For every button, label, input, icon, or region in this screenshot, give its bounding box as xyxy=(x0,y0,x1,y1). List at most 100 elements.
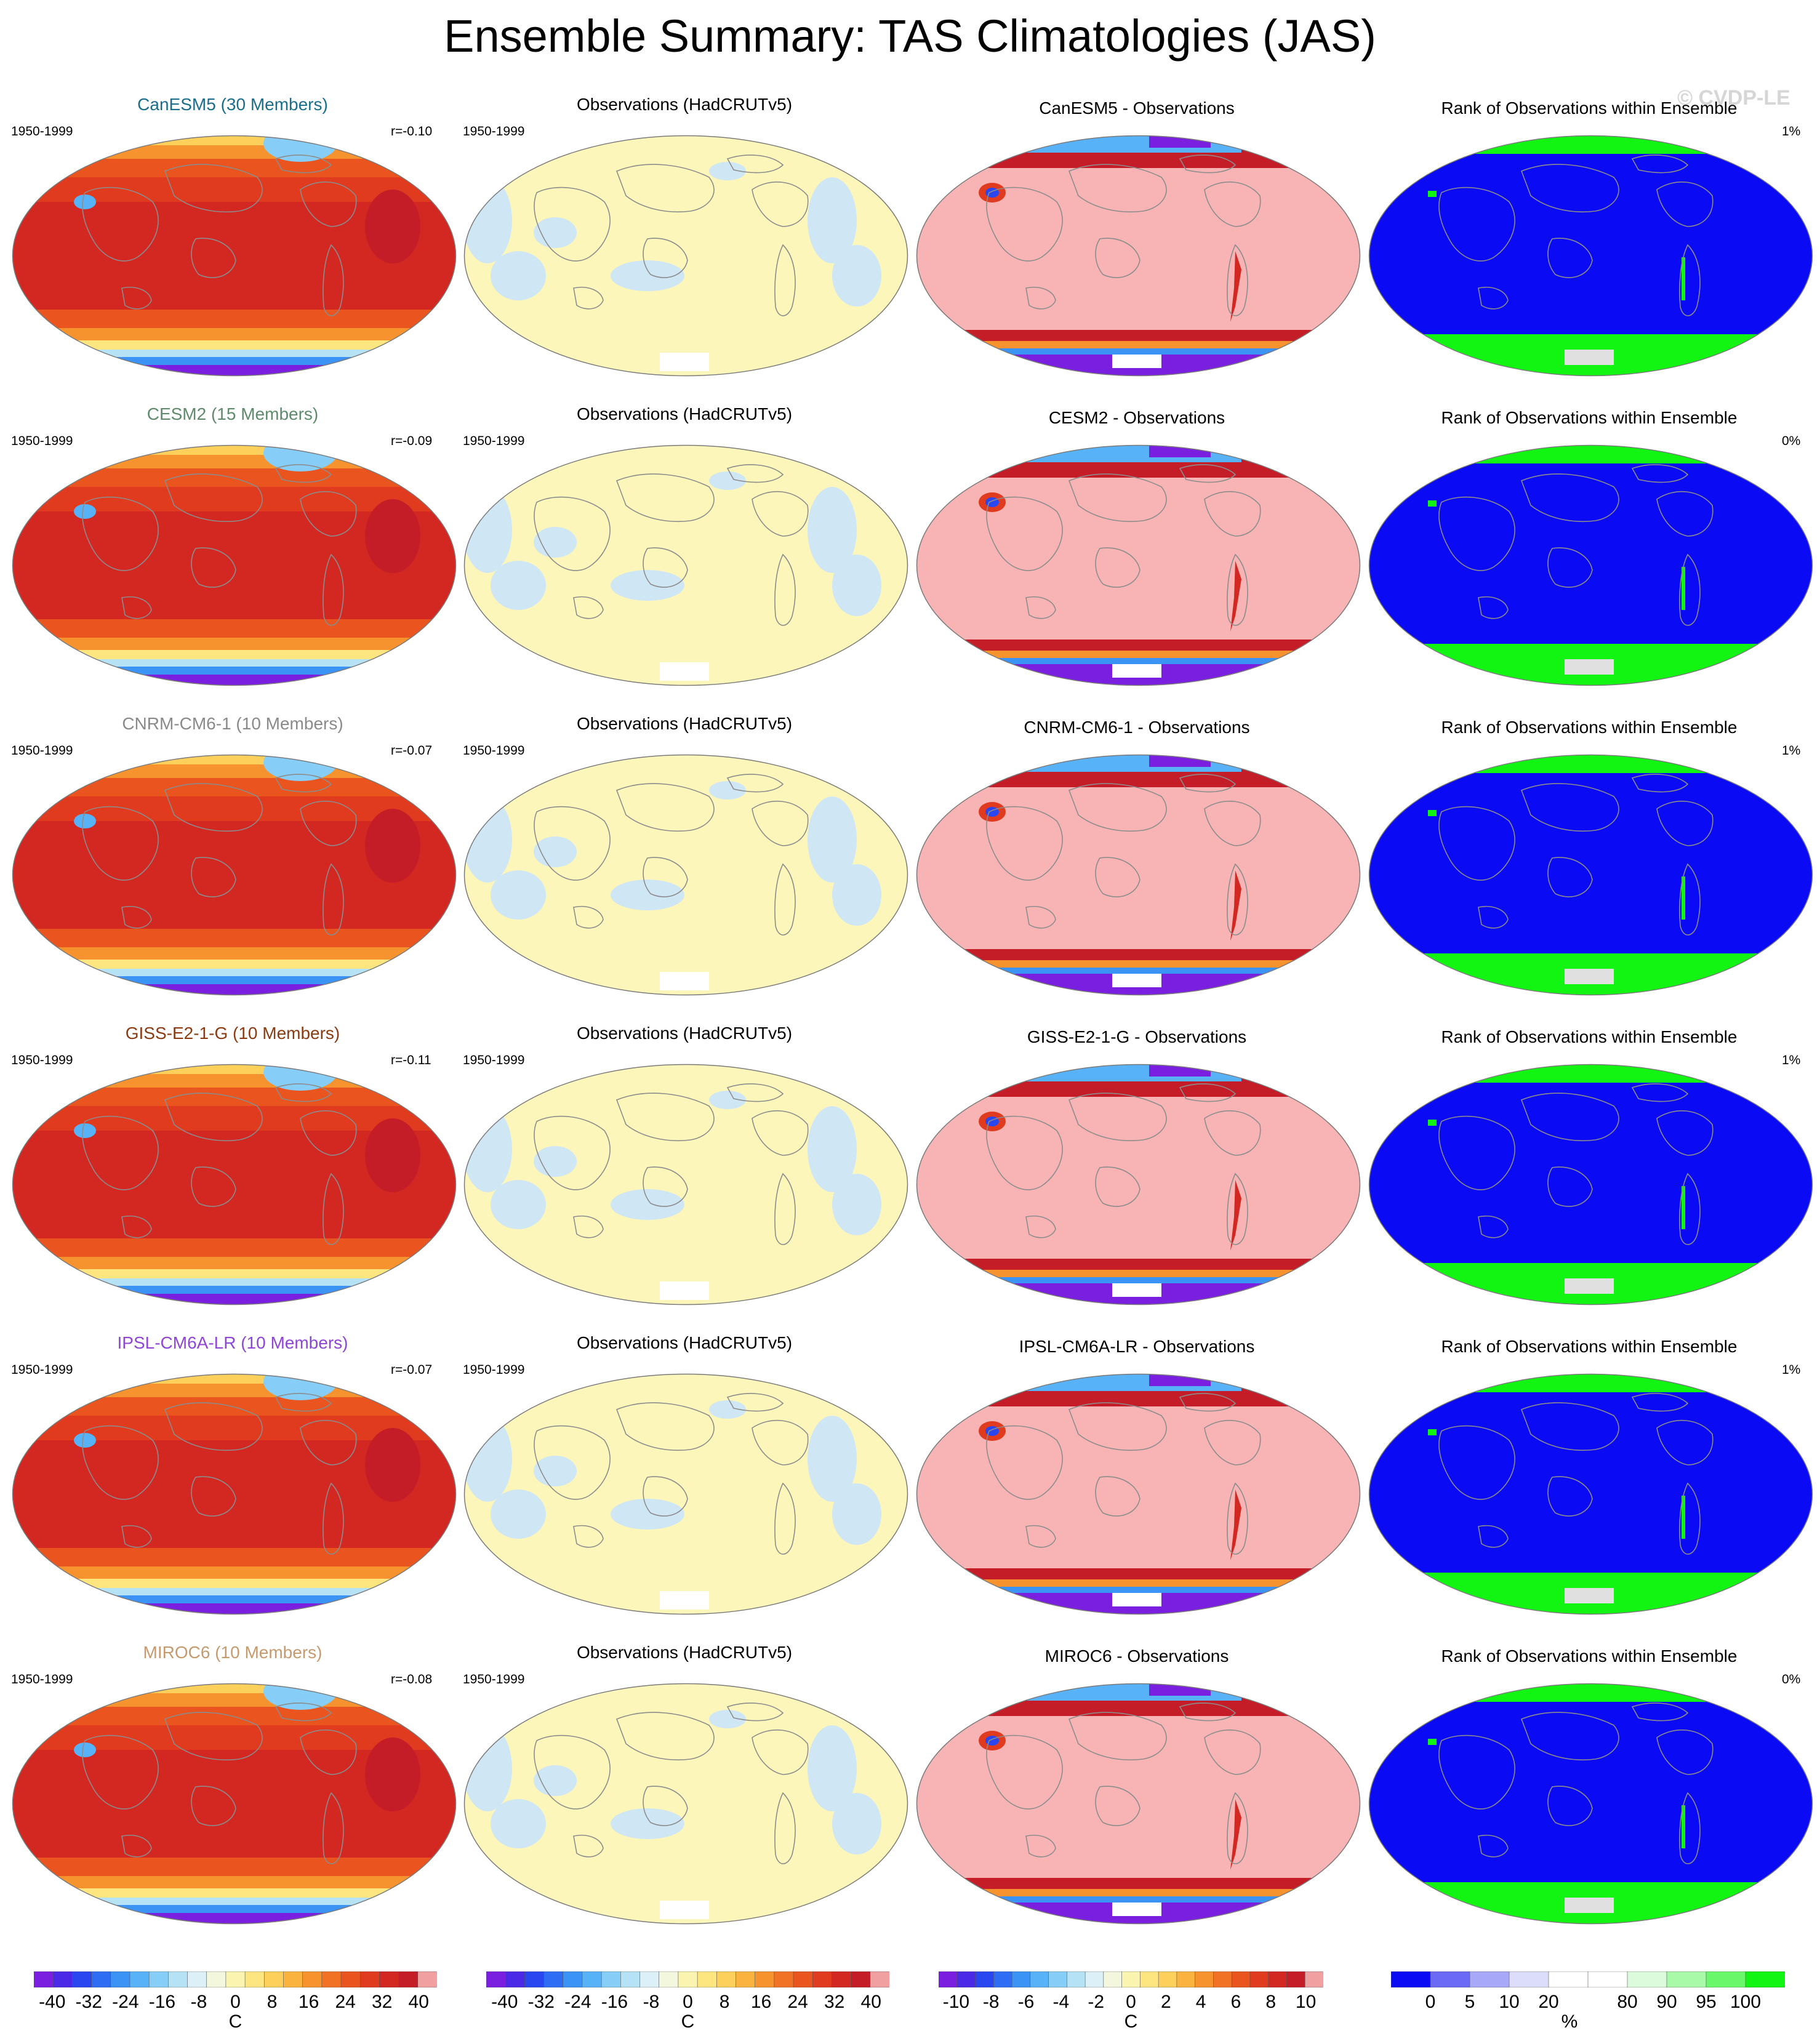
period-label: 1950-1999 xyxy=(11,1053,73,1067)
colorbar xyxy=(939,1971,1323,1987)
colorbar-swatch xyxy=(379,1971,399,1987)
colorbar-swatch xyxy=(1391,1971,1431,1987)
colorbar-swatch xyxy=(851,1971,871,1987)
colorbar-swatch xyxy=(975,1971,995,1987)
coastline-outlines xyxy=(82,1393,357,1555)
period-label: 1950-1999 xyxy=(11,744,73,758)
map-frame xyxy=(916,444,1361,686)
colorbar-tick-label: -16 xyxy=(148,1992,176,2012)
colorbar-tick-label: 24 xyxy=(787,1992,808,2012)
diff-panel-title: CanESM5 - Observations xyxy=(1039,98,1235,118)
map-frame xyxy=(12,135,457,377)
colorbar-swatch xyxy=(582,1971,602,1987)
rank-panel-title: Rank of Observations within Ensemble xyxy=(1441,98,1738,118)
model-map xyxy=(12,1064,457,1305)
rank-map xyxy=(1368,135,1813,377)
colorbar-tick-label: 16 xyxy=(750,1992,772,2012)
colorbar-swatch xyxy=(543,1971,564,1987)
obs-field xyxy=(464,1374,908,1614)
model-map xyxy=(12,754,457,996)
colorbar-tick-label: -40 xyxy=(39,1992,66,2012)
rank-map xyxy=(1368,444,1813,686)
colorbar-tick-label: 24 xyxy=(335,1992,356,2012)
model-panel-title: GISS-E2-1-G (10 Members) xyxy=(125,1024,340,1043)
obs-map xyxy=(463,135,908,377)
period-label: 1950-1999 xyxy=(463,124,525,138)
coastline-outlines xyxy=(1438,154,1714,316)
map-frame xyxy=(1368,1064,1813,1305)
period-label: 1950-1999 xyxy=(463,1672,525,1686)
colorbar-swatch xyxy=(187,1971,207,1987)
colorbar-swatch xyxy=(283,1971,303,1987)
colorbar-tick-label: 100 xyxy=(1730,1992,1762,2012)
colorbar-swatch xyxy=(524,1971,545,1987)
coastline-outlines xyxy=(1438,1393,1714,1555)
colorbar-tick-label: 5 xyxy=(1464,1992,1475,2012)
colorbar xyxy=(1391,1971,1785,1987)
colorbar-tick-label: -2 xyxy=(1088,1992,1105,2012)
colorbar-tick-label: 16 xyxy=(298,1992,319,2012)
model-field xyxy=(12,1683,456,1924)
map-frame xyxy=(463,754,908,996)
obs-panel-title: Observations (HadCRUTv5) xyxy=(576,714,793,733)
model-panel-title: MIROC6 (10 Members) xyxy=(143,1643,323,1662)
colorbar-tick-label: -10 xyxy=(942,1992,970,2012)
colorbar-tick-label: 8 xyxy=(267,1992,278,2012)
obs-panel-title: Observations (HadCRUTv5) xyxy=(576,95,793,114)
pattern-correlation-label: r=-0.09 xyxy=(391,434,433,448)
map-frame xyxy=(916,1683,1361,1925)
diff-map xyxy=(916,1683,1361,1925)
colorbar-swatch xyxy=(812,1971,833,1987)
model-map xyxy=(12,444,457,686)
diff-map xyxy=(916,1064,1361,1305)
colorbar-swatch xyxy=(678,1971,698,1987)
rank-percent-label: 0% xyxy=(1782,1672,1801,1686)
map-frame xyxy=(916,754,1361,996)
model-panel-title: CanESM5 (30 Members) xyxy=(137,95,328,114)
period-label: 1950-1999 xyxy=(11,1363,73,1377)
pattern-correlation-label: r=-0.07 xyxy=(391,1363,433,1377)
pattern-correlation-label: r=-0.11 xyxy=(391,1053,431,1067)
map-frame xyxy=(916,135,1361,377)
colorbar-swatch xyxy=(321,1971,342,1987)
period-label: 1950-1999 xyxy=(463,1053,525,1067)
colorbar-swatch xyxy=(1195,1971,1214,1987)
colorbar-swatch xyxy=(91,1971,111,1987)
colorbar-tick-label: 20 xyxy=(1538,1992,1559,2012)
colorbar-tick-label: -16 xyxy=(601,1992,628,2012)
colorbar-swatch xyxy=(1249,1971,1269,1987)
map-frame xyxy=(463,1373,908,1615)
colorbar-swatch xyxy=(505,1971,526,1987)
diff-map xyxy=(916,1373,1361,1615)
colorbar-tick-label: -6 xyxy=(1017,1992,1035,2012)
colorbar-swatch xyxy=(870,1971,889,1987)
map-frame xyxy=(463,1064,908,1305)
map-frame xyxy=(12,1373,457,1615)
colorbar-swatch xyxy=(659,1971,679,1987)
map-frame xyxy=(463,444,908,686)
colorbar-swatch xyxy=(1587,1971,1628,1987)
colorbar-tick-label: -8 xyxy=(643,1992,660,2012)
rank-map xyxy=(1368,754,1813,996)
obs-field xyxy=(464,445,908,686)
model-panel-title: CESM2 (15 Members) xyxy=(146,404,319,423)
colorbar-swatch xyxy=(244,1971,265,1987)
obs-map xyxy=(463,444,908,686)
colorbar-swatch xyxy=(1509,1971,1549,1987)
colorbar-swatch xyxy=(1011,1971,1031,1987)
colorbar-swatch xyxy=(398,1971,419,1987)
colorbar-swatch xyxy=(72,1971,92,1987)
rank-percent-label: 1% xyxy=(1782,124,1801,138)
pattern-correlation-label: r=-0.07 xyxy=(391,744,433,758)
colorbar-swatch xyxy=(263,1971,284,1987)
diff-panel-title: GISS-E2-1-G - Observations xyxy=(1027,1027,1247,1046)
colorbar-tick-label: -8 xyxy=(982,1992,1000,2012)
map-frame xyxy=(463,135,908,377)
rank-panel-title: Rank of Observations within Ensemble xyxy=(1441,1646,1738,1666)
model-panel-title: CNRM-CM6-1 (10 Members) xyxy=(122,714,343,733)
coastline-outlines xyxy=(1438,1083,1714,1245)
colorbar-swatch xyxy=(1158,1971,1177,1987)
figure-title: Ensemble Summary: TAS Climatologies (JAS… xyxy=(444,10,1376,62)
colorbar-unit-label: % xyxy=(1561,2011,1578,2032)
colorbar-swatch xyxy=(1469,1971,1510,1987)
